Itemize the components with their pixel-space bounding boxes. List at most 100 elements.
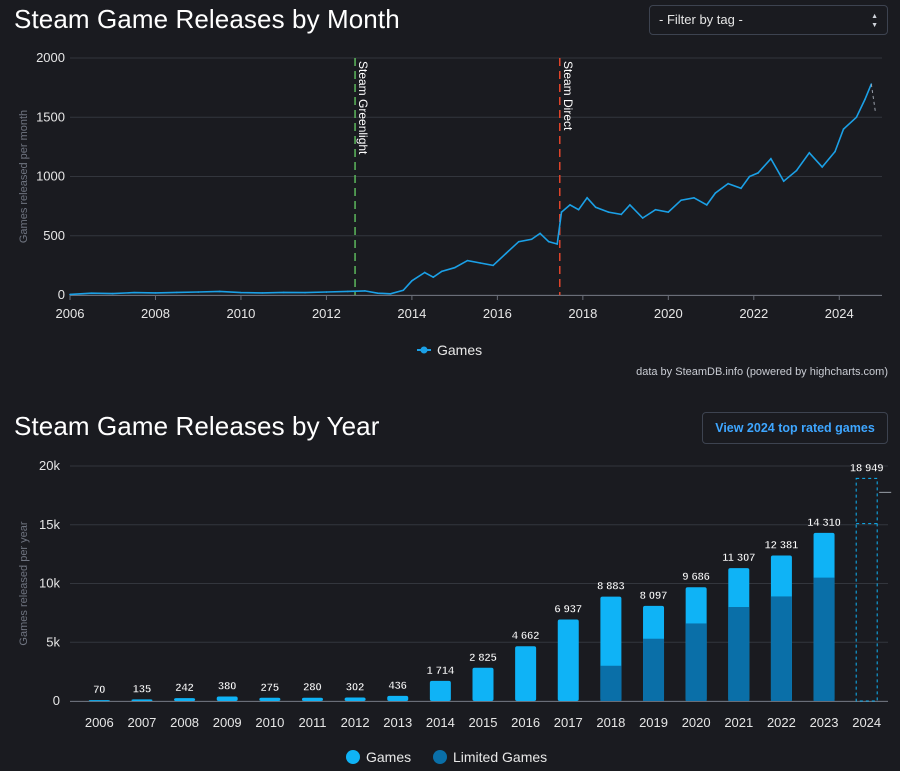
data-point (240, 291, 242, 294)
bar-limited-games (600, 665, 622, 701)
x-tick-label: 2017 (554, 715, 583, 730)
legend-item-limited-games[interactable]: Limited Games (453, 749, 547, 765)
x-tick-label: 2024 (852, 715, 881, 730)
bar-games (813, 532, 835, 701)
bar-data-label: 8 883 (597, 581, 625, 593)
data-point (325, 291, 328, 293)
bar-data-label: 2 825 (469, 652, 497, 664)
bar-games (344, 697, 366, 701)
data-point (479, 262, 482, 264)
bar-data-label: 4 662 (512, 630, 540, 642)
data-point (364, 290, 366, 292)
data-point (569, 204, 571, 206)
bar-games (643, 605, 665, 701)
y-tick-label: 10k (39, 576, 60, 591)
data-point (530, 238, 533, 241)
bar-games (259, 697, 281, 701)
data-point (641, 217, 644, 219)
y-tick-label: 0 (53, 693, 60, 708)
data-point (547, 240, 550, 243)
data-point (282, 291, 285, 294)
data-point (770, 157, 772, 160)
view-top-rated-button[interactable]: View 2024 top rated games (702, 412, 888, 444)
data-point (693, 197, 695, 199)
bar-limited-games (685, 623, 707, 701)
yearly-chart-title: Steam Game Releases by Year (14, 411, 380, 441)
data-point (517, 240, 520, 243)
bar-games (88, 700, 110, 702)
data-point (864, 98, 866, 101)
data-point (795, 169, 798, 172)
bar-games (131, 699, 153, 701)
bar-games (600, 596, 622, 701)
data-point (90, 292, 93, 295)
y-tick-label: 5k (46, 634, 60, 649)
x-tick-label: 2007 (127, 715, 156, 730)
bar-games (770, 555, 792, 701)
projection-line (870, 83, 876, 112)
event-marker-label: Steam Greenlight (356, 61, 370, 155)
legend-games-icon (346, 750, 360, 764)
x-tick-label: 2008 (141, 306, 170, 321)
y-tick-label: 0 (58, 287, 65, 302)
bar-data-label: 12 381 (765, 540, 799, 552)
data-point (834, 150, 836, 153)
bar-games (387, 695, 409, 701)
y-tick-label: 500 (43, 228, 65, 243)
bar-data-label: 9 686 (682, 571, 710, 583)
bar-data-label: 6 937 (554, 603, 582, 615)
x-tick-label: 2016 (511, 715, 540, 730)
data-point (577, 208, 580, 211)
y-tick-label: 15k (39, 517, 60, 532)
select-arrows-icon: ▲ ▼ (871, 13, 878, 29)
tag-filter-select[interactable]: - Filter by tag - ▲ ▼ (649, 5, 888, 35)
data-point (821, 166, 823, 168)
x-tick-label: 2009 (213, 715, 242, 730)
bar-data-label: 242 (175, 682, 193, 694)
data-point (346, 290, 349, 293)
data-point (197, 291, 200, 293)
data-point (842, 128, 845, 130)
bar-data-label: 302 (346, 681, 364, 693)
y-tick-label: 2000 (36, 50, 65, 65)
bar-data-label: 380 (218, 681, 236, 693)
data-point (586, 197, 588, 199)
data-point (680, 199, 682, 201)
monthly-chart-title: Steam Game Releases by Month (14, 4, 400, 34)
data-point (453, 266, 456, 269)
bar-data-label: 70 (93, 684, 105, 696)
data-point (560, 211, 563, 213)
bar-limited-games (728, 607, 750, 701)
data-point (667, 211, 670, 213)
x-tick-label: 2014 (426, 715, 455, 730)
data-point (740, 187, 742, 190)
y-tick-label: 1000 (36, 169, 65, 184)
data-point (654, 208, 657, 211)
bar-data-label: 275 (261, 682, 279, 694)
data-point (607, 211, 610, 213)
x-tick-label: 2010 (255, 715, 284, 730)
chart-credit[interactable]: data by SteamDB.info (powered by highcha… (636, 366, 888, 378)
y-axis-title: Games released per month (18, 110, 30, 243)
data-point (111, 292, 114, 295)
x-tick-label: 2015 (469, 715, 498, 730)
x-tick-label: 2010 (226, 306, 255, 321)
data-point (727, 182, 729, 185)
bar-games (728, 568, 750, 701)
tag-filter-label: - Filter by tag - (659, 12, 743, 27)
bar-data-label: 135 (133, 683, 151, 695)
data-point (402, 289, 405, 292)
data-point (757, 172, 759, 174)
data-point (556, 243, 558, 245)
data-point (389, 293, 392, 295)
bar-games (685, 587, 707, 701)
legend-item-games[interactable]: Games (437, 342, 482, 358)
monthly-releases-chart[interactable]: 0 500 1000 1500 2000 Games released per month… (0, 0, 900, 390)
bar-games (174, 698, 196, 701)
x-tick-label: 2019 (639, 715, 668, 730)
data-point (492, 264, 494, 267)
data-point (705, 204, 708, 206)
x-tick-label: 2018 (596, 715, 625, 730)
x-tick-label: 2006 (85, 715, 114, 730)
legend-item-games[interactable]: Games (366, 749, 411, 765)
